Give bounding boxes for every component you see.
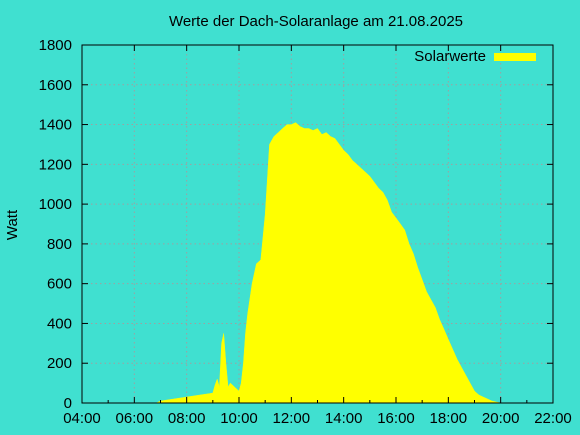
x-tick-label: 04:00 — [63, 410, 101, 427]
legend-swatch — [494, 53, 536, 61]
x-tick-label: 16:00 — [377, 410, 415, 427]
x-tick-label: 20:00 — [482, 410, 520, 427]
y-axis-label: Watt — [4, 209, 21, 240]
axis-group — [81, 44, 554, 404]
series-area-group — [155, 122, 501, 404]
legend-label: Solarwerte — [414, 48, 486, 65]
y-tick-label: 400 — [47, 315, 72, 332]
chart-title: Werte der Dach-Solaranlage am 21.08.2025 — [169, 13, 463, 30]
x-tick-label: 12:00 — [273, 410, 311, 427]
y-tick-label: 1800 — [39, 37, 72, 54]
y-tick-label: 0 — [64, 395, 72, 412]
x-tick-labels: 04:00 06:00 08:00 10:00 12:00 14:00 16:00 18:00… — [63, 410, 572, 427]
y-tick-label: 1200 — [39, 156, 72, 173]
x-tick-label: 10:00 — [220, 410, 258, 427]
x-tick-label: 14:00 — [325, 410, 363, 427]
plot-border — [81, 44, 554, 404]
x-tick-label: 06:00 — [116, 410, 154, 427]
x-tick-label: 18:00 — [430, 410, 468, 427]
y-tick-label: 200 — [47, 355, 72, 372]
y-tick-label: 800 — [47, 236, 72, 253]
solar-series-area — [155, 122, 501, 404]
x-tick-label: 22:00 — [534, 410, 572, 427]
y-tick-labels: 0 200 400 600 800 1000 1200 1400 1600 1800 — [39, 37, 72, 412]
y-tick-label: 1000 — [39, 196, 72, 213]
y-tick-label: 600 — [47, 276, 72, 293]
legend: Solarwerte — [414, 48, 536, 65]
x-tick-label: 08:00 — [168, 410, 206, 427]
y-tick-label: 1400 — [39, 117, 72, 134]
y-tick-label: 1600 — [39, 77, 72, 94]
